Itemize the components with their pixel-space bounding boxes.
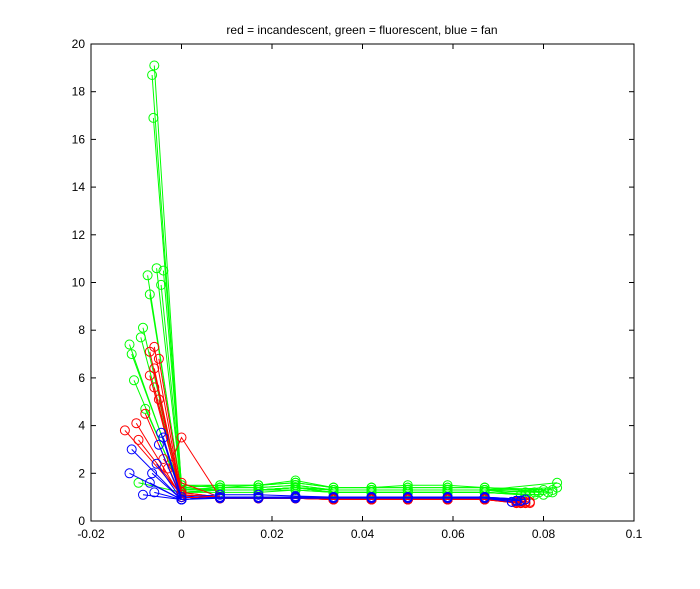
- y-tick-label: 12: [72, 228, 86, 242]
- data-point: [158, 432, 169, 443]
- data-point: [328, 493, 339, 504]
- data-point: [153, 439, 164, 450]
- x-tick-label: 0.1: [626, 527, 643, 541]
- series-13: [140, 403, 531, 498]
- data-point: [144, 477, 155, 488]
- data-point: [138, 489, 148, 500]
- data-point: [144, 289, 155, 300]
- data-point: [153, 353, 164, 364]
- y-tick-label: 6: [78, 371, 85, 385]
- data-point: [144, 370, 155, 381]
- data-point: [511, 495, 522, 506]
- data-point: [156, 279, 167, 290]
- x-axis-ticks: -0.02 0 0.02 0.04 0.06 0.08 0.1: [77, 44, 643, 541]
- data-point: [153, 394, 164, 405]
- y-tick-label: 4: [78, 419, 85, 433]
- data-point: [133, 434, 144, 445]
- series-line: [167, 436, 517, 503]
- data-point: [126, 444, 137, 455]
- data-point: [126, 349, 137, 360]
- series-line: [144, 408, 526, 493]
- data-point: [215, 489, 225, 500]
- series-line: [142, 494, 512, 503]
- x-tick-label: -0.02: [77, 527, 105, 541]
- data-point: [290, 485, 301, 495]
- y-tick-label: 18: [72, 85, 86, 99]
- y-tick-label: 2: [78, 466, 85, 480]
- x-tick-label: 0.08: [532, 527, 556, 541]
- x-tick-label: 0.06: [441, 527, 465, 541]
- data-point: [135, 332, 146, 343]
- x-tick-label: 0: [178, 527, 185, 541]
- y-axis-ticks: 0 2 4 6 8 10 12 14 16 18 20: [72, 37, 634, 528]
- data-point: [176, 432, 187, 443]
- data-point: [552, 477, 563, 488]
- chart-title: red = incandescent, green = fluorescent,…: [226, 23, 497, 37]
- data-point: [215, 493, 225, 504]
- data-point: [506, 496, 517, 507]
- data-point: [142, 270, 153, 281]
- y-tick-label: 20: [72, 37, 86, 51]
- data-point: [149, 60, 160, 71]
- data-point: [253, 493, 264, 504]
- y-tick-label: 0: [78, 514, 85, 528]
- y-tick-label: 10: [72, 276, 86, 290]
- data-point: [129, 375, 139, 386]
- data-point: [147, 70, 158, 80]
- series-layer: [119, 60, 563, 509]
- data-point: [147, 468, 158, 479]
- data-point: [176, 494, 187, 505]
- data-point: [290, 493, 301, 504]
- y-tick-label: 16: [72, 132, 86, 146]
- x-tick-label: 0.04: [351, 527, 375, 541]
- data-point: [138, 322, 148, 333]
- data-point: [140, 403, 151, 414]
- data-point: [140, 408, 151, 419]
- data-point: [149, 487, 160, 498]
- data-point: [366, 493, 377, 504]
- data-point: [124, 468, 135, 479]
- x-tick-label: 0.02: [260, 527, 284, 541]
- data-point: [479, 493, 490, 504]
- data-point: [148, 112, 159, 123]
- data-point: [156, 427, 167, 438]
- series-line: [154, 491, 512, 503]
- series-37: [138, 489, 517, 507]
- y-tick-label: 8: [78, 323, 85, 337]
- data-point: [402, 493, 413, 504]
- data-point: [158, 265, 169, 276]
- data-point: [151, 263, 162, 274]
- data-point: [149, 382, 160, 393]
- data-point: [124, 339, 135, 350]
- data-point: [131, 418, 142, 429]
- data-point: [149, 363, 160, 374]
- data-point: [144, 346, 155, 357]
- y-tick-label: 14: [72, 180, 86, 194]
- data-point: [119, 425, 130, 436]
- data-point: [442, 493, 453, 504]
- data-point: [253, 489, 264, 500]
- data-point: [151, 458, 162, 469]
